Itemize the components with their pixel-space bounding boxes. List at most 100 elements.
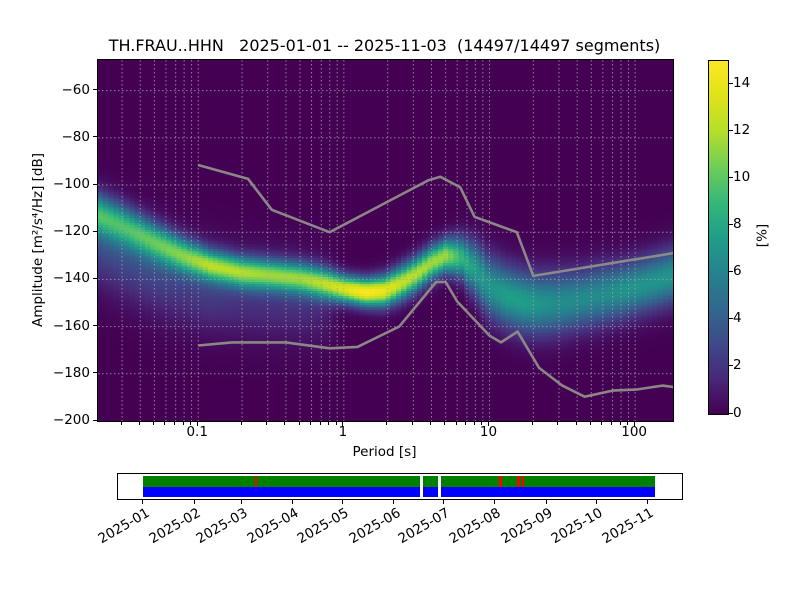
x-minor-tick-mark (164, 422, 166, 425)
x-minor-tick-mark (120, 422, 122, 425)
y-tick-mark (93, 89, 97, 91)
colorbar-gradient (709, 61, 728, 414)
colorbar-tick-label: 10 (733, 169, 751, 186)
y-tick-mark (93, 277, 97, 279)
y-tick-label: −100 (52, 176, 90, 193)
x-minor-tick-mark (298, 422, 300, 425)
timeline-tick-mark (240, 500, 242, 504)
x-tick-mark (342, 422, 344, 426)
x-tick-mark (487, 422, 489, 426)
colorbar-tick-label: 14 (733, 75, 751, 92)
x-tick-label: 0.1 (186, 424, 208, 440)
y-tick-mark (93, 136, 97, 138)
timeline-gap-mark (498, 476, 502, 487)
x-minor-tick-mark (481, 422, 483, 425)
colorbar-tick-label: 2 (733, 357, 742, 374)
x-minor-tick-mark (444, 422, 446, 425)
timeline-gap-mark (255, 476, 258, 487)
timeline-tick-mark (647, 500, 649, 504)
timeline-box (117, 473, 683, 500)
y-tick-mark (93, 372, 97, 374)
timeline-data-bar (142, 487, 655, 497)
x-tick-mark (196, 422, 198, 426)
x-minor-tick-mark (473, 422, 475, 425)
x-minor-tick-mark (319, 422, 321, 425)
timeline-tick-mark (494, 500, 496, 504)
y-tick-label: −80 (61, 128, 91, 145)
timeline-tick-mark (142, 500, 144, 504)
colorbar-unit-label: [%] (754, 223, 771, 248)
timeline-white-gap (420, 476, 424, 497)
x-tick-mark (633, 422, 635, 426)
x-tick-label: 10 (479, 424, 498, 440)
plot-title: TH.FRAU..HHN 2025-01-01 -- 2025-11-03 (1… (108, 36, 661, 55)
colorbar-tick-mark (729, 83, 733, 85)
x-tick-label: 1 (338, 424, 348, 440)
noise-model-high-line (197, 163, 673, 278)
x-minor-tick-mark (589, 422, 591, 425)
ppsd-plot-area (97, 59, 674, 422)
y-tick-label: −140 (52, 270, 90, 287)
noise-model-low-line (198, 280, 673, 399)
x-minor-tick-mark (601, 422, 603, 425)
y-tick-mark (93, 183, 97, 185)
colorbar-tick-label: 0 (733, 404, 742, 421)
x-minor-tick-mark (328, 422, 330, 425)
timeline-used-bar (142, 476, 655, 487)
timeline-white-gap (437, 476, 441, 497)
x-minor-tick-mark (611, 422, 613, 425)
y-tick-mark (93, 230, 97, 232)
y-tick-label: −160 (52, 317, 90, 334)
colorbar-tick-mark (729, 224, 733, 226)
colorbar-tick-label: 4 (733, 310, 742, 327)
x-minor-tick-mark (386, 422, 388, 425)
x-minor-tick-mark (310, 422, 312, 425)
x-minor-tick-mark (266, 422, 268, 425)
x-minor-tick-mark (240, 422, 242, 425)
x-minor-tick-mark (575, 422, 577, 425)
x-minor-tick-mark (182, 422, 184, 425)
y-tick-mark (93, 419, 97, 421)
timeline-gap-mark (516, 476, 520, 487)
colorbar-tick-mark (729, 130, 733, 132)
colorbar-tick-label: 8 (733, 216, 742, 233)
timeline-tick-mark (393, 500, 395, 504)
colorbar-tick-mark (729, 177, 733, 179)
x-minor-tick-mark (531, 422, 533, 425)
x-minor-tick-mark (284, 422, 286, 425)
colorbar (708, 60, 729, 415)
timeline-tick-mark (443, 500, 445, 504)
x-minor-tick-mark (626, 422, 628, 425)
timeline-tick-mark (193, 500, 195, 504)
x-minor-tick-mark (430, 422, 432, 425)
x-minor-tick-mark (455, 422, 457, 425)
timeline-tick-mark (595, 500, 597, 504)
colorbar-tick-label: 12 (733, 122, 751, 139)
timeline-tick-mark (546, 500, 548, 504)
timeline-gap-mark (521, 476, 524, 487)
y-tick-label: −180 (52, 364, 90, 381)
colorbar-tick-label: 6 (733, 263, 742, 280)
x-tick-label: 100 (621, 424, 648, 440)
colorbar-tick-mark (729, 365, 733, 367)
x-minor-tick-mark (174, 422, 176, 425)
y-tick-label: −200 (52, 412, 90, 428)
x-minor-tick-mark (138, 422, 140, 425)
colorbar-tick-mark (729, 271, 733, 273)
x-minor-tick-mark (411, 422, 413, 425)
x-minor-tick-mark (190, 422, 192, 425)
x-minor-tick-mark (557, 422, 559, 425)
x-minor-tick-mark (619, 422, 621, 425)
timeline-tick-mark (291, 500, 293, 504)
x-minor-tick-mark (335, 422, 337, 425)
x-minor-tick-mark (152, 422, 154, 425)
y-tick-mark (93, 325, 97, 327)
y-tick-label: −60 (61, 81, 91, 98)
timeline-tick-mark (342, 500, 344, 504)
x-axis-label: Period [s] (352, 444, 417, 460)
plot-overlay-svg (98, 60, 673, 421)
colorbar-tick-mark (729, 318, 733, 320)
x-minor-tick-mark (465, 422, 467, 425)
colorbar-tick-mark (729, 412, 733, 414)
